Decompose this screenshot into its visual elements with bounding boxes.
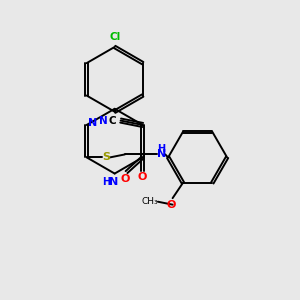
Text: O: O [138,172,147,182]
Text: N: N [157,149,166,159]
Text: H: H [157,144,166,154]
Text: Cl: Cl [109,32,120,42]
Text: S: S [102,152,110,162]
Text: N: N [109,177,118,187]
Text: O: O [120,174,130,184]
Text: H: H [102,177,110,187]
Text: O: O [167,200,176,210]
Text: CH₃: CH₃ [141,196,158,206]
Text: N: N [99,116,108,126]
Text: N: N [88,118,98,128]
Text: C: C [109,116,116,126]
